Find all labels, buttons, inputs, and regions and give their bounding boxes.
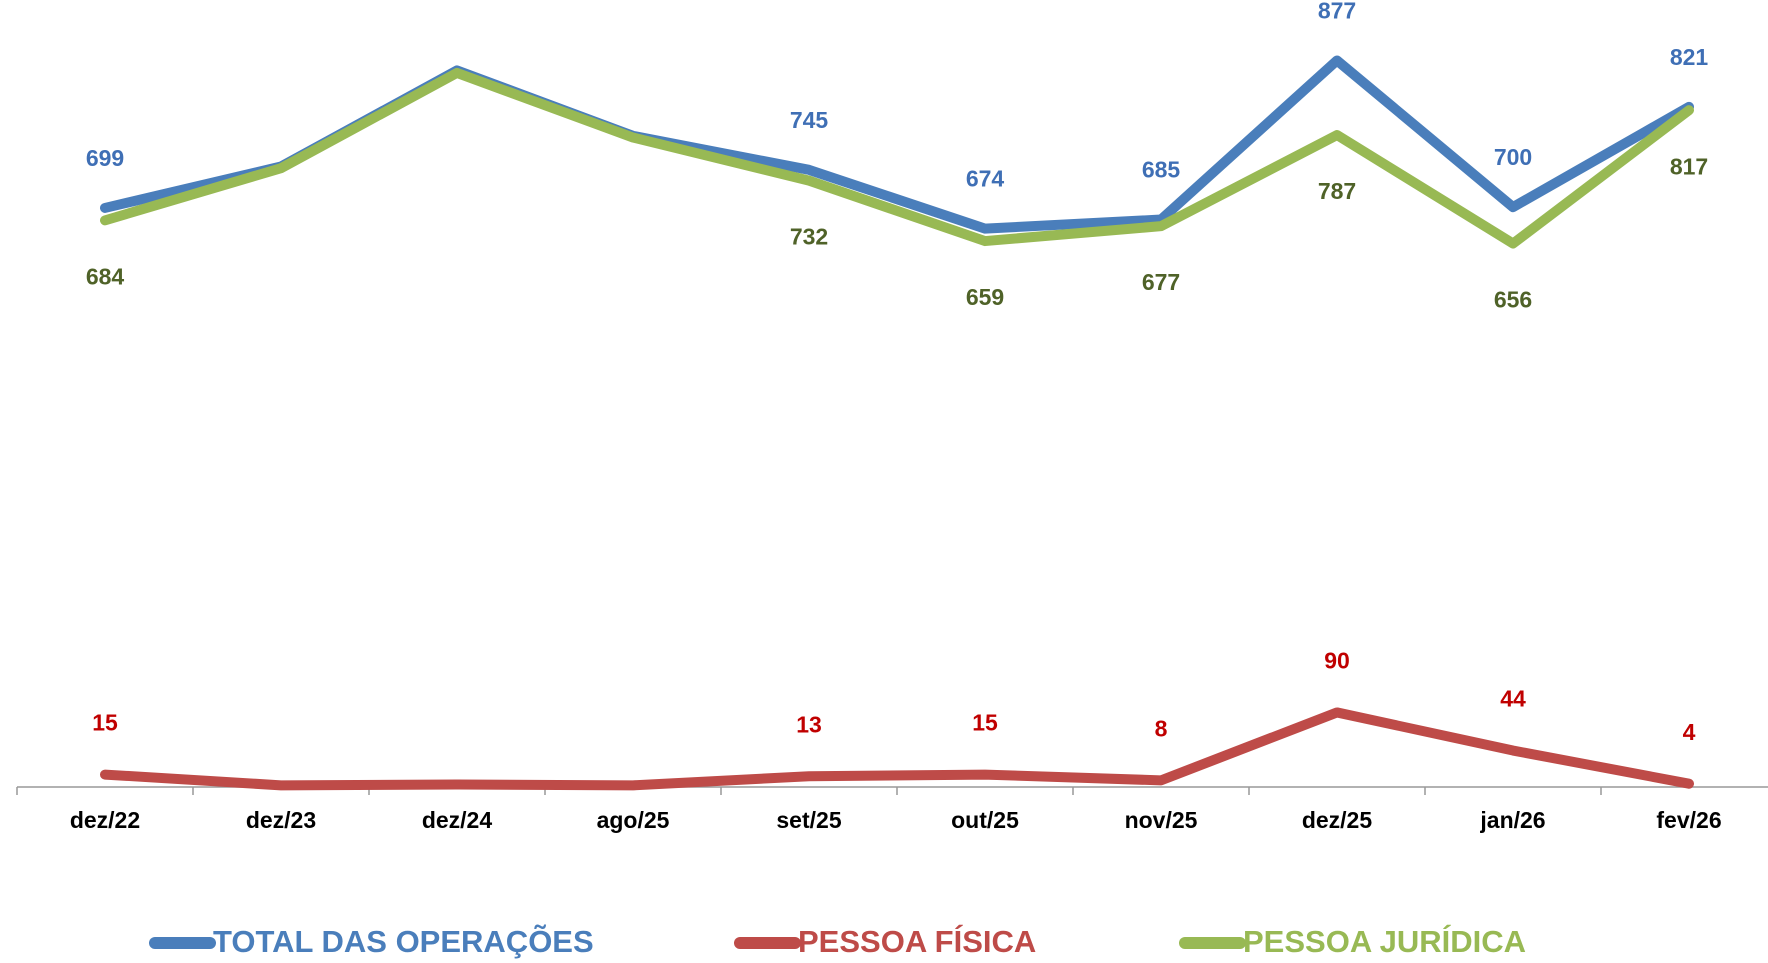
data-label: 677 [1142, 269, 1180, 295]
legend-label: TOTAL DAS OPERAÇÕES [213, 923, 594, 959]
series-line [100, 707, 1694, 791]
data-label: 15 [92, 710, 118, 736]
x-tick-label: jan/26 [1479, 807, 1545, 833]
data-label: 674 [966, 166, 1005, 192]
data-label: 8 [1155, 715, 1168, 741]
x-tick-label: fev/26 [1656, 807, 1721, 833]
data-label: 700 [1494, 144, 1532, 170]
x-tick-label: dez/22 [70, 807, 140, 833]
data-label: 684 [86, 263, 125, 289]
x-tick-label: out/25 [951, 807, 1019, 833]
data-label: 699 [86, 145, 124, 171]
x-tick-label: set/25 [776, 807, 841, 833]
data-label: 732 [790, 224, 828, 250]
x-tick-label: nov/25 [1125, 807, 1198, 833]
series-line [100, 67, 1694, 249]
data-label: 659 [966, 284, 1004, 310]
data-label: 656 [1494, 287, 1532, 313]
legend-label: PESSOA JURÍDICA [1243, 924, 1526, 959]
x-tick-label: dez/24 [422, 807, 493, 833]
data-label: 877 [1318, 0, 1356, 24]
data-label: 44 [1500, 686, 1526, 712]
data-label: 13 [796, 711, 822, 737]
data-label: 15 [972, 710, 998, 736]
data-label: 4 [1683, 719, 1696, 745]
data-label: 745 [790, 107, 829, 133]
data-label: 90 [1324, 648, 1350, 674]
data-label: 685 [1142, 157, 1181, 183]
data-label: 787 [1318, 178, 1356, 204]
data-label: 821 [1670, 44, 1709, 70]
x-tick-label: dez/23 [246, 807, 316, 833]
legend-label: PESSOA FÍSICA [798, 924, 1036, 959]
data-label: 817 [1670, 153, 1708, 179]
x-tick-label: ago/25 [597, 807, 670, 833]
x-tick-label: dez/25 [1302, 807, 1373, 833]
